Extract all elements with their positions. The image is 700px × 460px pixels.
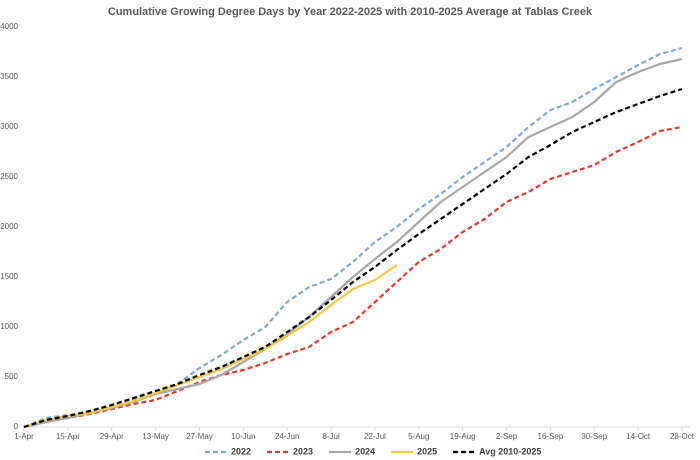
- legend-label: 2023: [293, 446, 313, 456]
- series-line: [23, 57, 683, 429]
- legend-label: 2024: [355, 446, 375, 456]
- series-line: [23, 87, 683, 429]
- x-tick-label: 30-Sep: [581, 432, 607, 441]
- series-line: [23, 46, 683, 429]
- series-line: [23, 125, 683, 429]
- x-tick-label: 1-Apr: [14, 432, 34, 441]
- y-tick-label: 1000: [0, 322, 18, 331]
- x-tick-label: 13-May: [142, 432, 169, 441]
- x-tick-label: 8-Jul: [322, 432, 340, 441]
- legend-label: 2025: [417, 446, 437, 456]
- y-tick-label: 0: [14, 422, 19, 431]
- x-tick-label: 22-Jul: [364, 432, 386, 441]
- y-tick-label: 1500: [0, 272, 18, 281]
- x-tick-label: 29-Apr: [100, 432, 124, 441]
- x-tick-label: 10-Jun: [231, 432, 255, 441]
- legend-label: Avg 2010-2025: [479, 446, 541, 456]
- y-tick-label: 2000: [0, 222, 18, 231]
- x-tick-label: 27-May: [186, 432, 213, 441]
- y-tick-label: 2500: [0, 172, 18, 181]
- x-tick-label: 24-Jun: [275, 432, 299, 441]
- x-tick-label: 14-Oct: [626, 432, 651, 441]
- chart-title: Cumulative Growing Degree Days by Year 2…: [108, 6, 593, 18]
- y-tick-label: 3500: [0, 72, 18, 81]
- x-tick-label: 16-Sep: [538, 432, 564, 441]
- y-tick-label: 4000: [0, 22, 18, 31]
- x-tick-label: 15-Apr: [56, 432, 80, 441]
- series-line: [23, 264, 398, 429]
- y-tick-label: 500: [5, 372, 19, 381]
- x-tick-label: 19-Aug: [450, 432, 476, 441]
- x-tick-label: 28-Oct: [670, 432, 695, 441]
- y-tick-label: 3000: [0, 122, 18, 131]
- x-tick-label: 2-Sep: [496, 432, 518, 441]
- legend-label: 2022: [231, 446, 251, 456]
- x-tick-label: 5-Aug: [408, 432, 429, 441]
